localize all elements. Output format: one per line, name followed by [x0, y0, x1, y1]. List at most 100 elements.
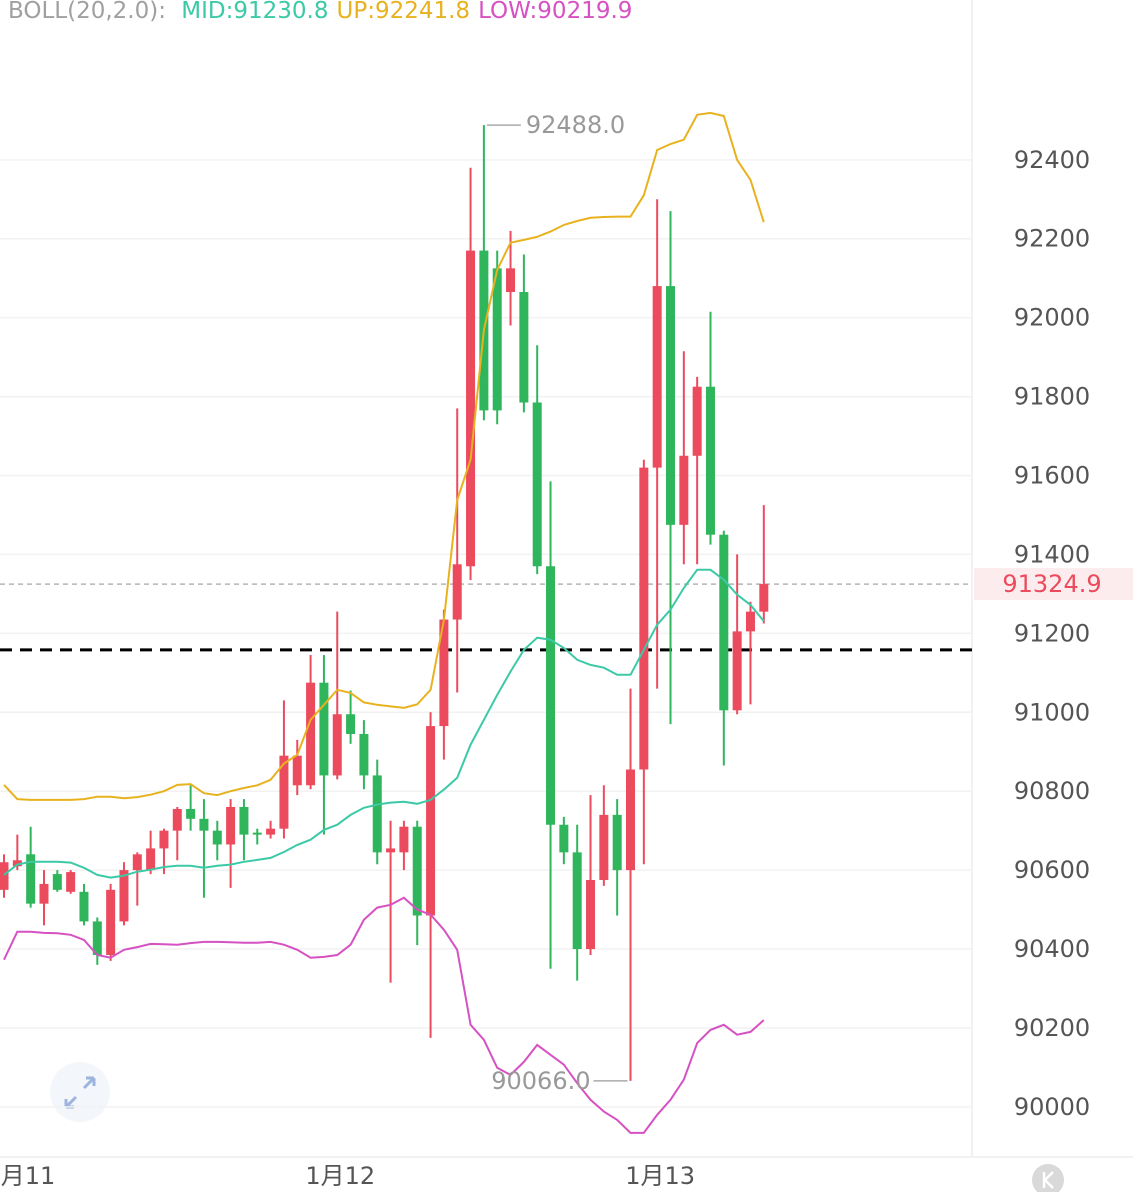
candle-body [172, 808, 182, 831]
candle [212, 820, 222, 861]
candle [759, 505, 769, 624]
candle-body [399, 826, 409, 853]
bollinger-line [3, 896, 765, 1134]
y-tick-label: 91600 [1014, 462, 1090, 490]
candle [199, 799, 209, 898]
candle-body [319, 682, 329, 776]
candle-body [66, 872, 76, 892]
candle-body [639, 467, 649, 770]
candle [106, 883, 116, 961]
candle [546, 481, 556, 969]
candle-body [106, 889, 116, 955]
candle [52, 870, 62, 892]
candle-body [586, 879, 596, 950]
candle-body [279, 755, 289, 829]
candle-body [546, 566, 556, 825]
candle [506, 230, 516, 326]
logo-icon [1042, 1171, 1054, 1189]
candle-body [92, 921, 102, 955]
candle-body [39, 883, 49, 904]
y-tick-label: 90600 [1014, 856, 1090, 884]
candle [252, 828, 262, 845]
candle-body [26, 854, 36, 904]
candle-body [332, 714, 342, 776]
candle-body [372, 775, 382, 853]
logo [1032, 1164, 1064, 1192]
candle [639, 459, 649, 865]
candle [399, 820, 409, 871]
candle [79, 883, 89, 926]
candle-body [186, 808, 196, 819]
candle [519, 254, 529, 413]
candle [532, 345, 542, 575]
candle [186, 785, 196, 831]
candle [692, 376, 702, 565]
y-tick-label: 90000 [1014, 1093, 1090, 1121]
candle-body [426, 726, 436, 916]
candle [146, 830, 156, 875]
candle-body [572, 852, 582, 950]
y-tick-label: 92200 [1014, 225, 1090, 253]
y-tick-label: 91800 [1014, 383, 1090, 411]
candle-body [452, 564, 462, 620]
candle [705, 311, 715, 545]
expand-button-bg[interactable] [50, 1062, 110, 1122]
candle [239, 799, 249, 861]
annotation-label: 92488.0 [526, 111, 625, 139]
candle [492, 250, 502, 425]
candle [119, 862, 129, 926]
y-tick-label: 91400 [1014, 540, 1090, 568]
indicator-header: BOLL(20,2.0): MID:91230.8 UP:92241.8 LOW:9… [8, 0, 640, 24]
candle-body [132, 854, 142, 871]
candle [666, 211, 675, 725]
candle [599, 785, 609, 886]
y-tick-label: 92000 [1014, 304, 1090, 332]
candle-body [52, 874, 62, 890]
candle-body [652, 286, 662, 468]
last-price-box [974, 568, 1133, 601]
candle-body [666, 286, 675, 525]
candle [652, 199, 662, 689]
candle-body [159, 830, 169, 849]
legend-entry: LOW:90219.9 [478, 0, 633, 24]
candle-body [679, 455, 689, 525]
y-tick-label: 90200 [1014, 1014, 1090, 1042]
candle [452, 408, 462, 693]
candle [292, 739, 302, 796]
candle [346, 690, 356, 744]
indicator-label: BOLL(20,2.0): [8, 0, 166, 24]
candle [0, 854, 9, 898]
x-tick-label: 1月13 [625, 1162, 695, 1190]
candle-body [745, 611, 755, 632]
candle [426, 712, 436, 1038]
candle [466, 167, 476, 581]
candle [439, 609, 449, 760]
y-tick-label: 92400 [1014, 146, 1090, 174]
candle-body [519, 292, 529, 403]
candle [732, 554, 742, 715]
candle [572, 824, 582, 981]
candle [66, 870, 76, 894]
bollinger-line [3, 568, 765, 879]
candle-body [506, 268, 516, 293]
expand-button[interactable] [50, 1062, 110, 1122]
candle-body [119, 870, 129, 922]
candle-body [692, 386, 702, 456]
candle-body [719, 534, 729, 711]
candle-body [266, 828, 276, 835]
candle [386, 820, 396, 983]
y-tick-label: 90400 [1014, 935, 1090, 963]
candle [266, 820, 276, 839]
y-tick-label: 90800 [1014, 777, 1090, 805]
candle [745, 601, 755, 705]
candle-body [705, 386, 715, 535]
candle-body [559, 824, 569, 853]
candle [719, 530, 729, 766]
candle-body [466, 250, 476, 567]
candle [626, 688, 636, 1081]
candle [412, 820, 422, 946]
candle [319, 655, 329, 835]
candle-body [146, 848, 156, 871]
candle-body [212, 830, 222, 845]
candle-body [226, 806, 236, 845]
